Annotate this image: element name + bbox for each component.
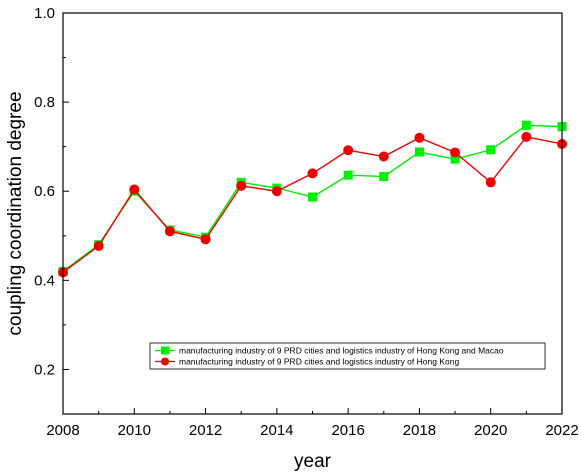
data-point — [343, 170, 353, 180]
data-point — [521, 131, 532, 142]
data-point — [521, 120, 531, 130]
legend-label-series-1: manufacturing industry of 9 PRD cities a… — [179, 346, 504, 356]
series-2-line — [62, 136, 563, 273]
x-tick-label: 2016 — [331, 422, 364, 439]
x-tick-label: 2018 — [403, 422, 436, 439]
legend-box — [149, 342, 546, 370]
data-point — [450, 154, 460, 164]
legend-label-series-2: manufacturing industry of 9 PRD cities a… — [179, 357, 459, 367]
x-tick-label: 2010 — [118, 422, 151, 439]
data-point — [308, 192, 317, 202]
data-point — [414, 147, 424, 157]
x-tick-label: 2008 — [46, 422, 79, 439]
legend: manufacturing industry of 9 PRD cities a… — [149, 342, 546, 370]
data-point — [379, 172, 389, 182]
data-point — [450, 147, 461, 158]
data-point — [129, 184, 140, 195]
data-point — [271, 186, 282, 197]
data-point — [164, 226, 175, 237]
x-tick-label: 2020 — [474, 422, 507, 439]
data-point — [93, 241, 104, 252]
y-tick-label: 0.8 — [34, 94, 55, 111]
x-tick-label: 2012 — [189, 422, 222, 439]
data-point — [343, 145, 354, 156]
data-point — [378, 151, 389, 162]
data-point — [485, 177, 496, 188]
y-tick-label: 0.2 — [34, 361, 55, 378]
data-point — [236, 180, 247, 191]
data-point — [486, 145, 496, 155]
x-tick-label: 2014 — [260, 422, 293, 439]
y-tick-label: 1.0 — [34, 5, 55, 22]
y-tick-label: 0.6 — [34, 183, 55, 200]
series-1 — [58, 120, 567, 276]
data-point — [200, 234, 211, 245]
x-tick-label: 2022 — [545, 422, 578, 439]
legend-marker-series-1 — [161, 346, 169, 355]
legend-marker-series-2 — [161, 357, 169, 366]
y-axis-title: coupling coordination degree — [5, 91, 26, 335]
x-axis-title: year — [294, 451, 332, 472]
y-tick-label: 0.4 — [34, 272, 55, 289]
data-point — [307, 168, 318, 179]
data-point — [414, 132, 425, 143]
